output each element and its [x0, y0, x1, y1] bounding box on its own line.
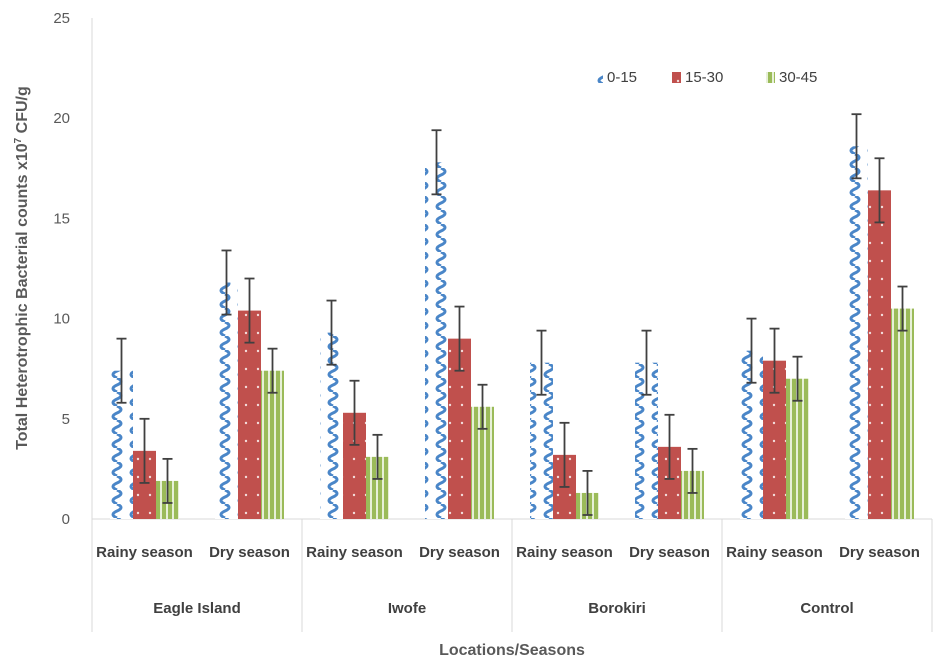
legend-item-30-45: 30-45	[766, 69, 817, 86]
bar-30-45-2	[366, 456, 389, 519]
bar-0-15-3	[425, 162, 448, 519]
bar-0-15-6	[740, 350, 763, 519]
legend-item-15-30: 15-30	[672, 69, 723, 86]
error-bar-0-15-7	[851, 113, 862, 180]
error-bar-15-30-3	[454, 305, 465, 372]
x-axis-category-labels: Rainy season Dry season Rainy season Dry se…	[96, 544, 920, 561]
x-category-label: Rainy season	[306, 544, 403, 561]
bar-15-30-5	[658, 446, 681, 519]
error-bar-30-45-0	[162, 457, 173, 504]
y-tick-label: 5	[62, 411, 70, 428]
y-tick-label: 20	[53, 110, 70, 127]
bar-0-15-7	[845, 146, 868, 520]
x-category-label: Dry season	[209, 544, 290, 561]
error-bar-30-45-3	[477, 383, 488, 430]
error-bar-30-45-2	[372, 433, 383, 480]
error-bar-0-15-2	[326, 299, 337, 366]
x-axis-title: Locations/Seasons	[439, 642, 585, 659]
y-tick-label: 15	[53, 210, 70, 227]
bar-15-30-1	[238, 310, 261, 519]
legend-label: 30-45	[779, 69, 817, 86]
error-bar-0-15-3	[431, 129, 442, 196]
error-bar-0-15-6	[746, 317, 757, 384]
x-axis-group-labels: Eagle Island Iwofe Borokiri Control	[153, 600, 853, 617]
bar-30-45-7	[891, 308, 914, 519]
x-group-label: Eagle Island	[153, 600, 241, 617]
bar-15-30-0	[133, 450, 156, 519]
y-tick-label: 0	[62, 511, 70, 528]
y-axis-title: Total Heterotrophic Bacterial counts x10…	[13, 86, 31, 450]
error-bar-15-30-2	[349, 379, 360, 446]
y-tick-label: 10	[53, 311, 70, 328]
error-bar-15-30-6	[769, 327, 780, 394]
error-bar-0-15-4	[536, 329, 547, 396]
error-bar-30-45-6	[792, 355, 803, 402]
bar-0-15-1	[215, 282, 238, 519]
error-bar-30-45-1	[267, 347, 278, 394]
bar-30-45-1	[261, 370, 284, 519]
error-bar-30-45-7	[897, 285, 908, 332]
bar-0-15-5	[635, 362, 658, 519]
legend-swatch	[766, 72, 775, 83]
bar-30-45-6	[786, 378, 809, 519]
error-bar-30-45-4	[582, 470, 593, 516]
y-axis-title-exponent: 7	[13, 137, 24, 143]
y-axis-ticks: 0 5 10 15 20 25	[53, 10, 70, 528]
bar-15-30-2	[343, 412, 366, 519]
y-axis-title-main: Total Heterotrophic Bacterial counts x10	[14, 143, 31, 450]
x-group-label: Iwofe	[388, 600, 426, 617]
error-bars	[116, 113, 908, 516]
x-category-label: Dry season	[419, 544, 500, 561]
x-category-label: Rainy season	[96, 544, 193, 561]
legend-swatch	[672, 72, 681, 83]
legend-label: 0-15	[607, 69, 637, 86]
legend: 0-15 15-30 30-45	[594, 69, 817, 86]
legend-swatch	[594, 72, 603, 83]
y-axis-title-unit: CFU/g	[14, 86, 31, 138]
bar-0-15-2	[320, 332, 343, 519]
x-axis-dividers	[91, 519, 933, 632]
bar-0-15-4	[530, 362, 553, 519]
bars	[110, 146, 914, 520]
bar-0-15-0	[110, 370, 133, 519]
error-bar-15-30-1	[244, 277, 255, 344]
legend-item-0-15: 0-15	[594, 69, 637, 86]
x-category-label: Dry season	[839, 544, 920, 561]
error-bar-30-45-5	[687, 447, 698, 494]
bar-30-45-3	[471, 406, 494, 519]
error-bar-0-15-1	[221, 249, 232, 316]
bar-15-30-7	[868, 190, 891, 519]
bar-15-30-6	[763, 360, 786, 519]
error-bar-15-30-4	[559, 421, 570, 488]
error-bar-15-30-0	[139, 417, 150, 484]
error-bar-0-15-5	[641, 329, 652, 396]
bar-15-30-3	[448, 338, 471, 519]
error-bar-0-15-0	[116, 337, 127, 404]
x-group-label: Control	[800, 600, 853, 617]
bar-30-45-5	[681, 470, 704, 519]
error-bar-15-30-5	[664, 413, 675, 480]
x-category-label: Dry season	[629, 544, 710, 561]
y-tick-label: 25	[53, 10, 70, 27]
x-category-label: Rainy season	[726, 544, 823, 561]
x-group-label: Borokiri	[588, 600, 646, 617]
error-bar-15-30-7	[874, 157, 885, 224]
x-category-label: Rainy season	[516, 544, 613, 561]
legend-label: 15-30	[685, 69, 723, 86]
